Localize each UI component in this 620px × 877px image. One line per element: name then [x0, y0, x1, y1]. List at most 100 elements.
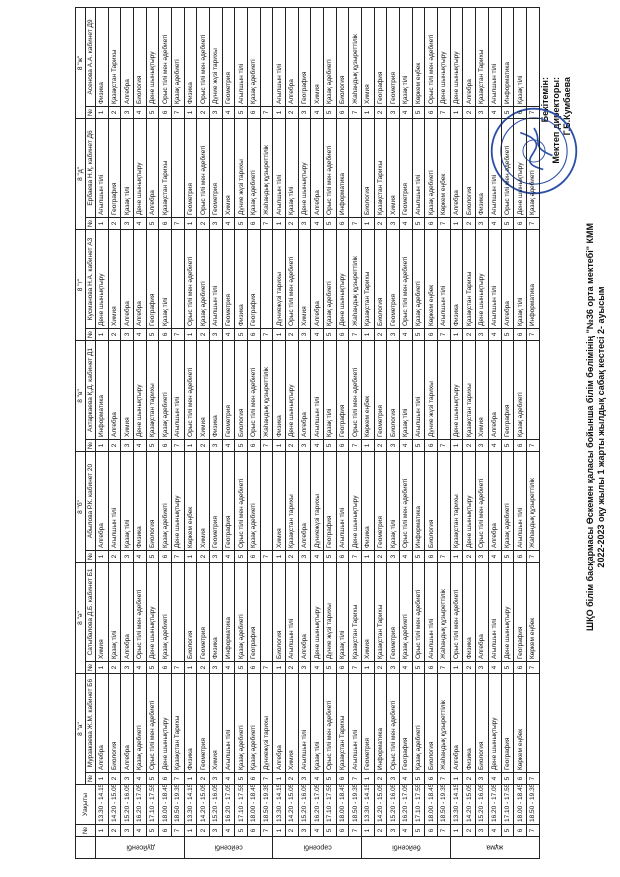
subject-cell: Қазақстан Тарихы	[361, 229, 375, 329]
subject-cell: Геометрия	[399, 118, 413, 218]
subject-cell: Ағылшын тілі	[513, 451, 527, 551]
subject-cell: Алгебра	[146, 118, 159, 218]
lesson-number: 1	[450, 217, 463, 230]
lesson-time: 14.20 - 15.05	[285, 784, 299, 825]
lesson-number: 7	[526, 106, 540, 119]
subject-cell: Қазақ әдебиеті	[424, 118, 438, 218]
lesson-time: 15.20 - 16.05	[475, 784, 489, 825]
lesson-number: 5	[146, 772, 159, 785]
lesson-number: 1	[184, 439, 197, 452]
lesson-time: 16.20 - 17.05	[399, 784, 413, 825]
subject-cell: Алгебра	[298, 340, 311, 440]
lesson-number: 6	[247, 106, 261, 119]
lesson-number: 3	[298, 661, 311, 674]
lesson-number: 7	[348, 661, 362, 674]
subject-cell: Алгебра	[488, 340, 501, 440]
subject-cell: Химия	[361, 7, 375, 107]
lesson-number: 3	[120, 217, 134, 230]
subject-cell: Орыс тілі мен әдебиеті	[386, 673, 400, 773]
lesson-number: 4	[222, 661, 235, 674]
subject-cell: Химия	[120, 340, 134, 440]
subject-cell: Геометрия	[184, 118, 197, 218]
lesson-number: 3	[120, 439, 134, 452]
lesson-number: 7	[437, 824, 451, 837]
lesson-number: 5	[501, 550, 514, 563]
lesson-number: 4	[310, 439, 324, 452]
lesson-number: 5	[323, 106, 337, 119]
subject-cell	[260, 451, 273, 551]
lesson-number: 2	[462, 772, 476, 785]
lesson-number: 6	[247, 328, 261, 341]
lesson-number: 2	[196, 328, 210, 341]
subject-cell: Алгебра	[462, 7, 476, 107]
subject-cell: Қазақ әдебиеті	[247, 118, 261, 218]
lesson-time: 13.30 - 14.15	[450, 784, 463, 825]
subject-cell: География	[501, 340, 514, 440]
subject-cell: Дүниежүзі тарихы	[260, 673, 273, 773]
table-row: сәрсенбі 1 13.30 - 14.15 1 Алгебра 1 Биология 1…	[272, 7, 362, 859]
subject-cell	[260, 562, 273, 662]
header-grade: 8 "г"	[75, 229, 86, 341]
table-row: 6 18.00 - 18.45 6 Көркем еңбек 6 География 6 Ағ…	[513, 7, 527, 858]
lesson-number: 3	[298, 772, 311, 785]
header-no-sub: №	[85, 772, 96, 785]
school-stamp-seal	[490, 107, 578, 195]
subject-cell: Ағылшын тілі	[222, 673, 235, 773]
lesson-time: 18.00 - 18.45	[424, 784, 438, 825]
lesson-number: 1	[184, 217, 197, 230]
subject-cell: Ағылшын тілі	[95, 118, 109, 218]
lesson-number: 3	[475, 824, 489, 837]
lesson-time: 16.20 - 17.05	[488, 784, 501, 825]
table-row: 2 14.20 - 15.05 2 Физика 2 Физика 2 Дене шынықт…	[462, 7, 476, 858]
subject-cell: Химия	[196, 340, 210, 440]
subject-cell	[348, 118, 362, 218]
subject-cell: Орыс тілі мен әдебиеті	[285, 229, 299, 329]
lesson-time: 18.50 - 19.35	[526, 784, 540, 825]
subject-cell: Дүниежүзі тарихы	[272, 229, 286, 329]
header-no-sub: №	[85, 217, 96, 230]
lesson-number: 7	[348, 106, 362, 119]
lesson-number: 6	[158, 439, 172, 452]
lesson-number: 4	[310, 550, 324, 563]
subject-cell: География	[501, 673, 514, 773]
subject-cell	[260, 229, 273, 329]
lesson-number: 7	[260, 217, 273, 230]
subject-cell: Қазақ әдебиеті	[234, 673, 248, 773]
subject-cell: Алгебра	[133, 229, 147, 329]
subject-cell: Көркем еңбек	[424, 229, 438, 329]
lesson-number: 6	[158, 824, 172, 837]
table-row: 3 15.20 - 16.05 3 Алгебра 3 Алгебра 3 Қазақ тіл…	[120, 7, 134, 858]
lesson-number: 6	[336, 772, 349, 785]
subject-cell: Көркем еңбек	[361, 340, 375, 440]
subject-cell: Геометрия	[374, 340, 387, 440]
subject-cell: Дүниежүзі тарихы	[310, 451, 324, 551]
header-no: №	[75, 824, 96, 837]
lesson-number: 3	[298, 550, 311, 563]
lesson-number: 3	[209, 217, 223, 230]
lesson-number: 4	[399, 824, 413, 837]
lesson-number: 4	[133, 550, 147, 563]
lesson-number: 3	[386, 772, 400, 785]
lesson-number: 1	[272, 661, 286, 674]
schedule-table: № Уақыты 8 "а" 8 "ә" 8 "б" 8 "в" 8 "г" 8…	[75, 7, 540, 859]
header-no-sub: №	[85, 550, 96, 563]
lesson-number: 6	[424, 106, 438, 119]
lesson-number: 1	[450, 661, 463, 674]
subject-cell: Ағылшын тілі	[234, 7, 248, 107]
lesson-number: 2	[374, 217, 387, 230]
header-grade: 8 "ә"	[75, 562, 86, 674]
subject-cell: Көркем еңбек	[437, 118, 451, 218]
lesson-number: 6	[336, 661, 349, 674]
subject-cell: Физика	[95, 7, 109, 107]
subject-cell: Физика	[209, 340, 223, 440]
table-row: 5 17.10 - 17.55 5 Қазақ әдебиеті 5 Қазақ әдеб…	[234, 7, 248, 858]
lesson-number: 5	[234, 106, 248, 119]
lesson-number: 2	[374, 106, 387, 119]
lesson-number: 1	[184, 661, 197, 674]
lesson-number: 7	[171, 106, 185, 119]
lesson-number: 1	[272, 217, 286, 230]
table-row: 7 18.50 - 19.35 7 7 Көркем еңбек 7 Жаһандық құ…	[526, 7, 540, 858]
lesson-number: 3	[386, 661, 400, 674]
lesson-number: 6	[513, 217, 527, 230]
lesson-number: 6	[424, 439, 438, 452]
